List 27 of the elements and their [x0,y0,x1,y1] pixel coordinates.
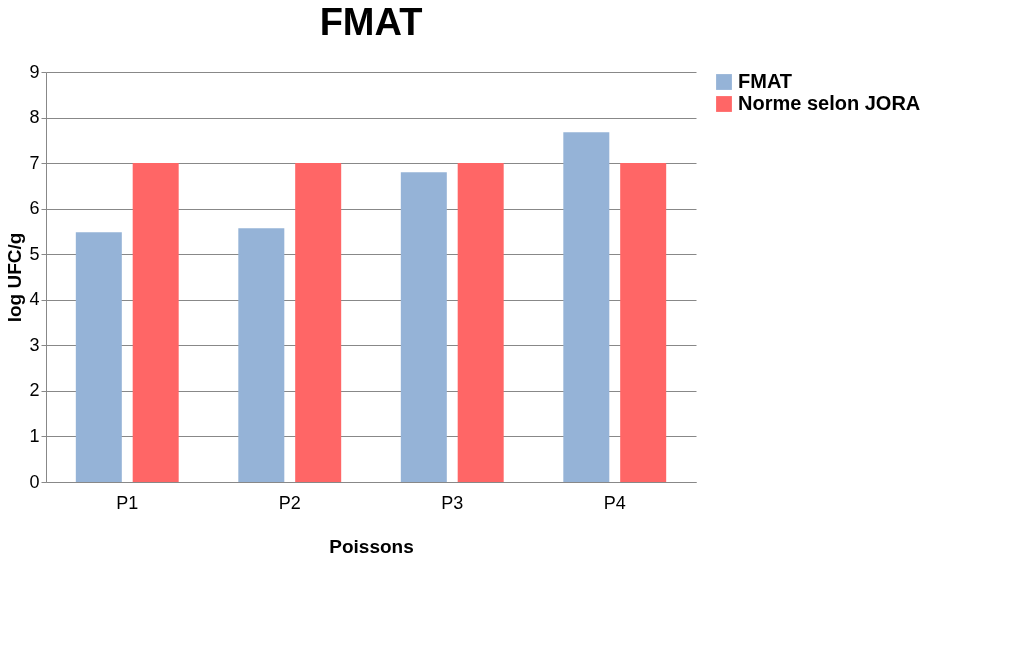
x-tick-label: P4 [603,492,626,513]
y-tick-label: 3 [29,334,40,355]
bar [563,132,610,482]
y-tick-label: 5 [29,243,40,264]
legend-label: FMAT [738,70,793,92]
y-tick-label: 1 [29,425,40,446]
chart-title: FMAT [319,1,423,43]
bar [400,172,447,482]
bar [238,228,285,482]
bar [295,163,342,482]
y-tick-label: 4 [29,289,40,310]
legend-label: Norme selon JORA [738,92,921,114]
y-tick-label: 9 [29,61,40,82]
bar [132,163,179,482]
y-tick-label: 0 [29,471,40,492]
x-tick-label: P1 [116,492,139,513]
y-tick-label: 7 [29,152,40,173]
bar [620,163,667,482]
x-axis-title: Poissons [329,535,414,557]
y-axis-title: log UFC/g [4,232,26,323]
bar [457,163,504,482]
x-tick-label: P2 [278,492,301,513]
y-tick-label: 2 [29,380,40,401]
bar [75,232,122,482]
x-tick-label: P3 [441,492,464,513]
y-tick-label: 6 [29,198,40,219]
y-tick-label: 8 [29,107,40,128]
